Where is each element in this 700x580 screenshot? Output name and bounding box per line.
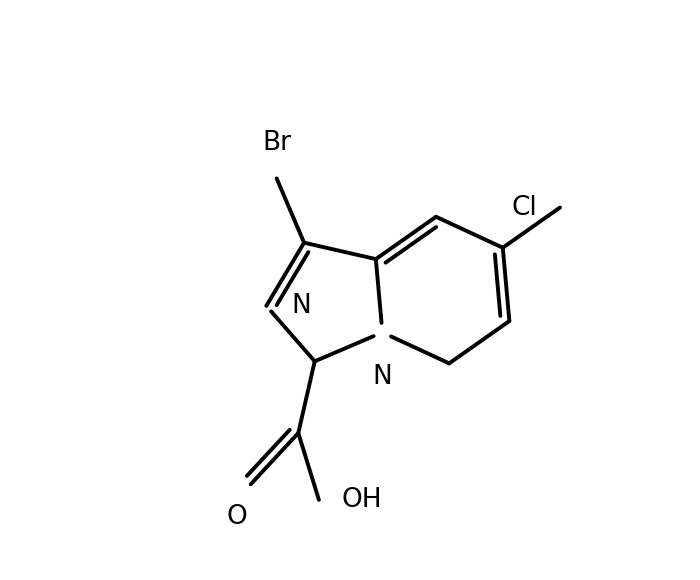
- Text: OH: OH: [342, 487, 382, 513]
- Text: O: O: [226, 504, 247, 530]
- Text: Br: Br: [262, 130, 291, 156]
- Text: Cl: Cl: [512, 194, 538, 220]
- Text: N: N: [292, 293, 312, 319]
- Text: N: N: [372, 364, 392, 390]
